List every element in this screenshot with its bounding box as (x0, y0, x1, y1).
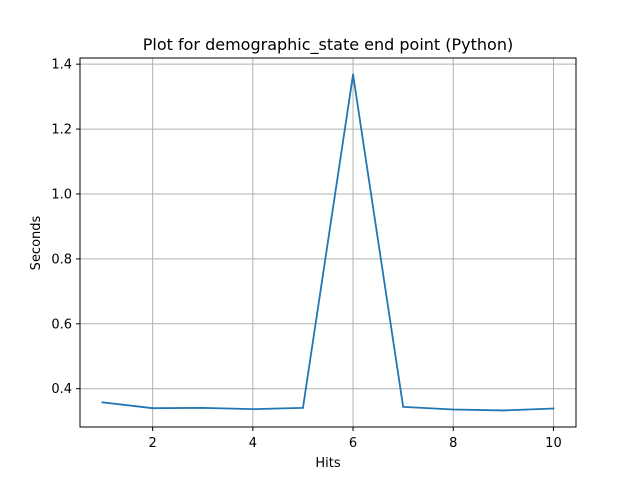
y-tick-label: 0.6 (51, 317, 72, 332)
data-point (502, 409, 505, 412)
series-layer (101, 73, 555, 412)
x-tick-label: 10 (545, 436, 562, 451)
data-point (552, 407, 555, 410)
data-point (201, 406, 204, 409)
axis-ticks: 2 4 6 8 10 0.4 0.6 0.8 1.0 1.2 1.4 (51, 58, 561, 451)
data-point (251, 408, 254, 411)
y-tick-label: 1.4 (51, 58, 72, 73)
x-tick-label: 6 (349, 436, 357, 451)
data-point (302, 406, 304, 409)
y-tick-label: 1.2 (51, 123, 72, 138)
chart-title: Plot for demographic_state end point (Py… (143, 35, 513, 55)
x-tick-label: 8 (449, 436, 457, 451)
x-tick-label: 2 (149, 436, 157, 451)
data-point (151, 407, 154, 410)
grid-lines (80, 58, 576, 427)
y-tick-label: 1.0 (51, 187, 72, 202)
data-point (452, 408, 455, 411)
data-point (402, 405, 405, 408)
y-tick-label: 0.4 (51, 382, 72, 397)
data-point (101, 401, 104, 404)
y-tick-label: 0.8 (51, 252, 72, 267)
y-axis-label: Seconds (29, 215, 44, 270)
data-point (352, 73, 354, 76)
x-tick-label: 4 (249, 436, 257, 451)
plot-frame (79, 57, 577, 428)
series-line (101, 73, 555, 412)
x-axis-label: Hits (315, 456, 340, 471)
